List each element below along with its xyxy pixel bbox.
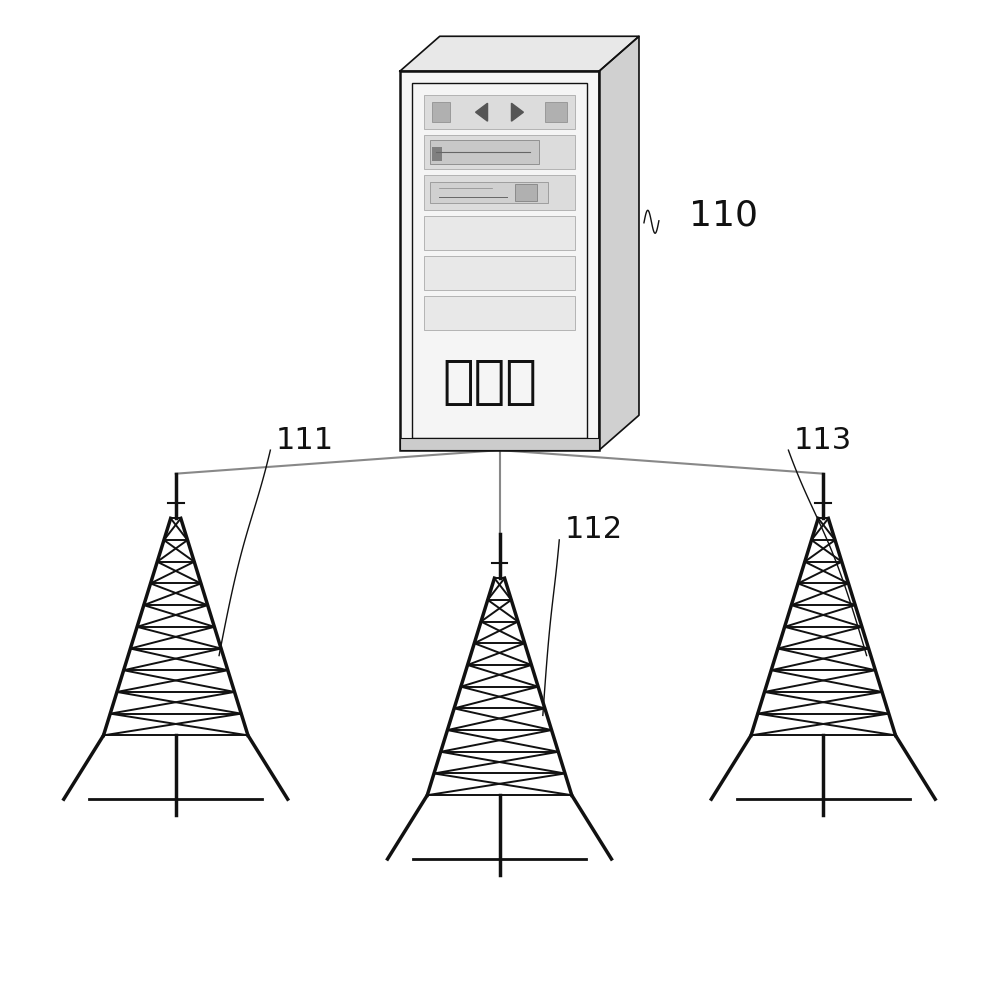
Text: 112: 112 <box>564 515 622 544</box>
Text: 111: 111 <box>276 426 334 455</box>
Bar <box>424 256 575 290</box>
Bar <box>424 216 575 250</box>
Bar <box>400 438 599 450</box>
Bar <box>514 184 537 201</box>
Polygon shape <box>751 518 895 735</box>
Bar <box>424 175 575 210</box>
Bar <box>400 71 599 450</box>
Bar <box>424 95 575 129</box>
Text: 管理站: 管理站 <box>443 356 537 408</box>
Text: 113: 113 <box>793 426 851 455</box>
Bar <box>430 140 538 164</box>
Bar <box>412 83 587 438</box>
Polygon shape <box>511 103 523 121</box>
Bar <box>545 102 567 122</box>
Polygon shape <box>599 36 639 450</box>
Polygon shape <box>400 36 639 71</box>
Polygon shape <box>428 578 571 795</box>
Bar <box>432 102 450 122</box>
Bar <box>430 182 547 203</box>
Polygon shape <box>476 103 488 121</box>
Text: 110: 110 <box>688 199 758 233</box>
Bar <box>432 147 442 161</box>
Bar <box>424 135 575 169</box>
Polygon shape <box>104 518 248 735</box>
Bar <box>424 296 575 330</box>
